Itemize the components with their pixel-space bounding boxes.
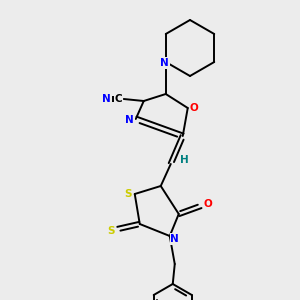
Text: C: C [115,94,123,104]
Text: N: N [125,115,134,125]
Text: N: N [102,94,111,104]
Text: N: N [160,58,169,68]
Text: S: S [107,226,115,236]
Text: S: S [124,189,131,199]
Text: H: H [180,155,189,165]
Text: O: O [189,103,198,113]
Text: O: O [203,199,212,209]
Text: N: N [170,234,179,244]
